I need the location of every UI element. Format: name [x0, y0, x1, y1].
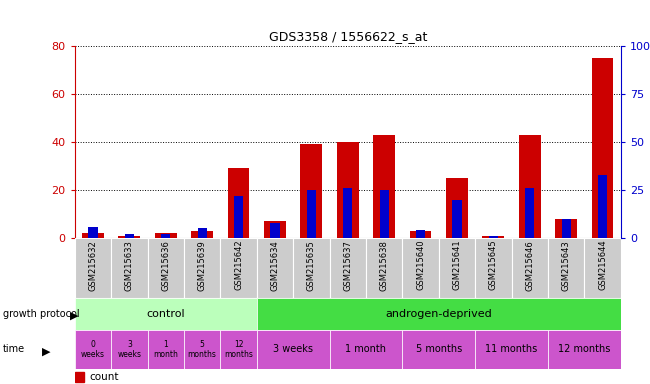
Bar [155, 233, 177, 238]
Bar [512, 238, 548, 298]
Bar [148, 238, 184, 298]
Bar [452, 200, 462, 238]
Text: 1
month: 1 month [153, 340, 178, 359]
Text: 12
months: 12 months [224, 340, 253, 359]
Bar [75, 372, 84, 382]
Bar [257, 330, 330, 369]
Text: GSM215638: GSM215638 [380, 240, 389, 291]
Text: 12 months: 12 months [558, 344, 610, 354]
Bar [548, 330, 621, 369]
Text: count: count [90, 372, 119, 382]
Bar [519, 135, 541, 238]
Text: 0
weeks: 0 weeks [81, 340, 105, 359]
Bar [548, 238, 584, 298]
Bar [125, 234, 134, 238]
Bar [410, 231, 432, 238]
Text: androgen-deprived: androgen-deprived [385, 309, 492, 319]
Bar [525, 188, 534, 238]
Text: GSM215636: GSM215636 [161, 240, 170, 291]
Text: GSM215642: GSM215642 [234, 240, 243, 290]
Bar [475, 238, 512, 298]
Text: GSM215645: GSM215645 [489, 240, 498, 290]
Bar [330, 330, 402, 369]
Bar [88, 227, 98, 238]
Bar [446, 178, 468, 238]
Text: 3 weeks: 3 weeks [273, 344, 313, 354]
Bar [118, 236, 140, 238]
Bar [439, 238, 475, 298]
Bar [330, 238, 366, 298]
Text: ▶: ▶ [70, 311, 78, 321]
Bar [227, 169, 250, 238]
Bar [402, 238, 439, 298]
Bar [416, 230, 425, 238]
Bar [482, 236, 504, 238]
Bar [220, 238, 257, 298]
Bar [489, 236, 498, 238]
Text: 1 month: 1 month [345, 344, 387, 354]
Bar [111, 238, 148, 298]
Bar [75, 238, 111, 298]
Text: GSM215634: GSM215634 [270, 240, 280, 291]
Bar [402, 330, 475, 369]
Bar [148, 330, 184, 369]
Bar [475, 330, 548, 369]
Bar [555, 219, 577, 238]
Text: GSM215633: GSM215633 [125, 240, 134, 291]
Bar [380, 190, 389, 238]
Bar [592, 58, 614, 238]
Text: GSM215637: GSM215637 [343, 240, 352, 291]
Text: GSM215643: GSM215643 [562, 240, 571, 291]
Text: GSM215640: GSM215640 [416, 240, 425, 290]
Bar [373, 135, 395, 238]
Text: growth protocol: growth protocol [3, 309, 80, 319]
Bar [220, 330, 257, 369]
Text: GSM215635: GSM215635 [307, 240, 316, 291]
Bar [257, 238, 293, 298]
Bar [343, 188, 352, 238]
Bar [191, 231, 213, 238]
Text: GSM215641: GSM215641 [452, 240, 462, 290]
Bar [598, 175, 607, 238]
Text: 3
weeks: 3 weeks [118, 340, 141, 359]
Text: GSM215644: GSM215644 [598, 240, 607, 290]
Bar [584, 238, 621, 298]
Text: 5 months: 5 months [415, 344, 462, 354]
Bar [562, 219, 571, 238]
Bar [82, 233, 104, 238]
Bar [161, 234, 170, 238]
Text: 11 months: 11 months [486, 344, 538, 354]
Text: 5
months: 5 months [188, 340, 216, 359]
Title: GDS3358 / 1556622_s_at: GDS3358 / 1556622_s_at [268, 30, 427, 43]
Bar [111, 330, 148, 369]
Bar [293, 238, 330, 298]
Bar [366, 238, 402, 298]
Bar [337, 142, 359, 238]
Text: ▶: ▶ [42, 347, 51, 357]
Bar [257, 298, 621, 330]
Bar [234, 196, 243, 238]
Bar [270, 223, 280, 238]
Text: time: time [3, 344, 25, 354]
Bar [264, 221, 286, 238]
Bar [184, 330, 220, 369]
Bar [307, 190, 316, 238]
Text: control: control [146, 309, 185, 319]
Bar [75, 330, 111, 369]
Bar [184, 238, 220, 298]
Bar [75, 298, 257, 330]
Text: GSM215632: GSM215632 [88, 240, 98, 291]
Text: GSM215639: GSM215639 [198, 240, 207, 291]
Text: GSM215646: GSM215646 [525, 240, 534, 291]
Bar [198, 228, 207, 238]
Bar [300, 144, 322, 238]
